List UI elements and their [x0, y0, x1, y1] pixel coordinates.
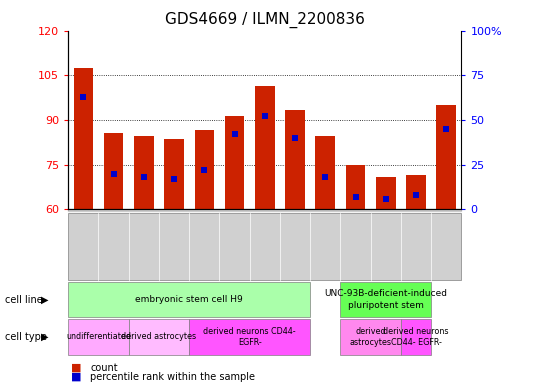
Text: derived astrocytes: derived astrocytes [121, 333, 197, 341]
Text: count: count [90, 363, 118, 373]
Point [351, 194, 360, 200]
Point [79, 94, 88, 100]
Bar [310, 209, 340, 211]
Text: embryonic stem cell H9: embryonic stem cell H9 [135, 295, 243, 304]
Text: ▶: ▶ [41, 332, 49, 342]
Text: cell type: cell type [5, 332, 48, 342]
Bar [134, 136, 153, 209]
Bar [225, 116, 245, 209]
Bar [406, 175, 426, 209]
Bar [74, 68, 93, 209]
Point [260, 113, 269, 119]
Point [321, 174, 330, 180]
Text: derived neurons
CD44- EGFR-: derived neurons CD44- EGFR- [383, 327, 449, 347]
Bar [436, 105, 456, 209]
Point [139, 174, 148, 180]
Bar [431, 209, 461, 211]
Text: UNC-93B-deficient-induced
pluripotent stem: UNC-93B-deficient-induced pluripotent st… [324, 290, 447, 310]
Bar [159, 209, 189, 211]
Text: derived neurons CD44-
EGFR-: derived neurons CD44- EGFR- [203, 327, 296, 347]
Point [382, 195, 390, 202]
Text: undifferentiated: undifferentiated [66, 333, 131, 341]
Bar [98, 209, 129, 211]
Text: derived
astrocytes: derived astrocytes [349, 327, 391, 347]
Bar [346, 165, 365, 209]
Text: ■: ■ [71, 372, 81, 382]
Point [230, 131, 239, 137]
Bar [376, 177, 396, 209]
Point [170, 176, 179, 182]
Bar [340, 209, 371, 211]
Bar [189, 209, 219, 211]
Bar [371, 209, 401, 211]
Bar [285, 109, 305, 209]
Bar [68, 209, 98, 211]
Title: GDS4669 / ILMN_2200836: GDS4669 / ILMN_2200836 [165, 12, 365, 28]
Text: ■: ■ [71, 363, 81, 373]
Bar [129, 209, 159, 211]
Bar [219, 209, 250, 211]
Point [109, 170, 118, 177]
Point [200, 167, 209, 173]
Bar [255, 86, 275, 209]
Text: ▶: ▶ [41, 295, 49, 305]
Text: percentile rank within the sample: percentile rank within the sample [90, 372, 255, 382]
Bar [194, 131, 214, 209]
Bar [401, 209, 431, 211]
Bar [280, 209, 310, 211]
Bar [250, 209, 280, 211]
Text: cell line: cell line [5, 295, 43, 305]
Point [442, 126, 450, 132]
Bar [104, 133, 123, 209]
Bar [316, 136, 335, 209]
Point [290, 135, 299, 141]
Bar [164, 139, 184, 209]
Point [412, 192, 420, 198]
